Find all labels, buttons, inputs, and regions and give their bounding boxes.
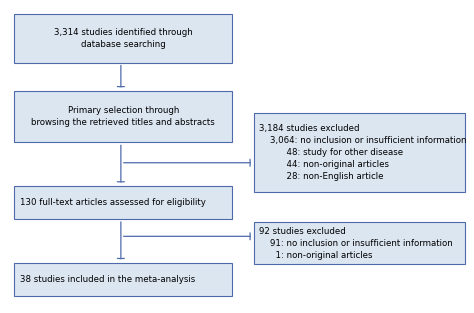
Text: Primary selection through
browsing the retrieved titles and abstracts: Primary selection through browsing the r…: [31, 106, 215, 127]
Text: 3,184 studies excluded
    3,064: no inclusion or insufficient information
     : 3,184 studies excluded 3,064: no inclusi…: [259, 125, 467, 181]
FancyBboxPatch shape: [14, 91, 232, 142]
Text: 130 full-text articles assessed for eligibility: 130 full-text articles assessed for elig…: [20, 198, 206, 207]
FancyBboxPatch shape: [254, 222, 465, 264]
FancyBboxPatch shape: [254, 113, 465, 192]
Text: 3,314 studies identified through
database searching: 3,314 studies identified through databas…: [54, 28, 192, 49]
Text: 92 studies excluded
    91: no inclusion or insufficient information
      1: no: 92 studies excluded 91: no inclusion or …: [259, 227, 453, 260]
Text: 38 studies included in the meta-analysis: 38 studies included in the meta-analysis: [20, 275, 195, 284]
FancyBboxPatch shape: [14, 14, 232, 63]
FancyBboxPatch shape: [14, 263, 232, 296]
FancyBboxPatch shape: [14, 186, 232, 219]
